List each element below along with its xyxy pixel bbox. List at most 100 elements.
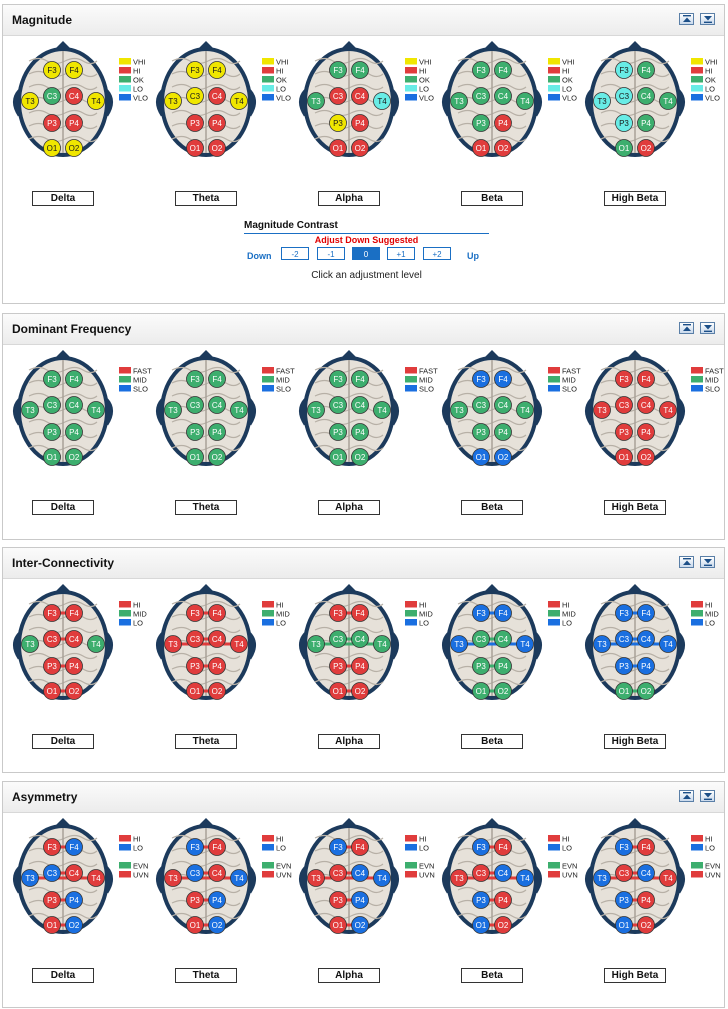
- electrode-t4[interactable]: T4: [230, 869, 248, 887]
- electrode-f3[interactable]: F3: [615, 604, 633, 622]
- electrode-p3[interactable]: P3: [186, 891, 204, 909]
- electrode-o2[interactable]: O2: [65, 682, 83, 700]
- electrode-f4[interactable]: F4: [637, 61, 655, 79]
- electrode-p3[interactable]: P3: [43, 423, 61, 441]
- electrode-f4[interactable]: F4: [637, 838, 655, 856]
- electrode-o1[interactable]: O1: [186, 682, 204, 700]
- electrode-o1[interactable]: O1: [472, 682, 490, 700]
- electrode-p4[interactable]: P4: [208, 891, 226, 909]
- electrode-f4[interactable]: F4: [65, 838, 83, 856]
- electrode-t4[interactable]: T4: [87, 869, 105, 887]
- electrode-t4[interactable]: T4: [516, 869, 534, 887]
- electrode-o2[interactable]: O2: [208, 448, 226, 466]
- electrode-c3[interactable]: C3: [472, 396, 490, 414]
- electrode-f4[interactable]: F4: [208, 370, 226, 388]
- electrode-p4[interactable]: P4: [494, 423, 512, 441]
- electrode-t3[interactable]: T3: [21, 401, 39, 419]
- electrode-o2[interactable]: O2: [494, 916, 512, 934]
- electrode-p4[interactable]: P4: [351, 891, 369, 909]
- electrode-o2[interactable]: O2: [637, 682, 655, 700]
- electrode-p3[interactable]: P3: [615, 114, 633, 132]
- electrode-o2[interactable]: O2: [351, 916, 369, 934]
- electrode-t3[interactable]: T3: [307, 869, 325, 887]
- electrode-p3[interactable]: P3: [43, 657, 61, 675]
- electrode-p3[interactable]: P3: [615, 891, 633, 909]
- electrode-c3[interactable]: C3: [43, 630, 61, 648]
- electrode-p4[interactable]: P4: [637, 657, 655, 675]
- collapse-button[interactable]: [679, 556, 694, 568]
- expand-button[interactable]: [700, 790, 715, 802]
- electrode-c3[interactable]: C3: [615, 87, 633, 105]
- electrode-t4[interactable]: T4: [516, 401, 534, 419]
- contrast-level-minus-1[interactable]: -1: [317, 247, 345, 260]
- electrode-p4[interactable]: P4: [351, 114, 369, 132]
- contrast-level-minus-2[interactable]: -2: [281, 247, 309, 260]
- electrode-t3[interactable]: T3: [450, 869, 468, 887]
- electrode-f3[interactable]: F3: [329, 838, 347, 856]
- electrode-c3[interactable]: C3: [329, 630, 347, 648]
- electrode-f3[interactable]: F3: [43, 838, 61, 856]
- electrode-c3[interactable]: C3: [329, 396, 347, 414]
- electrode-o1[interactable]: O1: [329, 139, 347, 157]
- electrode-c4[interactable]: C4: [65, 87, 83, 105]
- electrode-t4[interactable]: T4: [659, 869, 677, 887]
- collapse-button[interactable]: [679, 13, 694, 25]
- electrode-c4[interactable]: C4: [65, 630, 83, 648]
- electrode-f3[interactable]: F3: [615, 61, 633, 79]
- electrode-t4[interactable]: T4: [516, 92, 534, 110]
- electrode-c4[interactable]: C4: [351, 87, 369, 105]
- electrode-f4[interactable]: F4: [351, 61, 369, 79]
- electrode-p3[interactable]: P3: [186, 114, 204, 132]
- electrode-t3[interactable]: T3: [450, 401, 468, 419]
- electrode-f3[interactable]: F3: [329, 370, 347, 388]
- electrode-c4[interactable]: C4: [494, 864, 512, 882]
- electrode-c4[interactable]: C4: [208, 630, 226, 648]
- electrode-t4[interactable]: T4: [373, 869, 391, 887]
- electrode-p4[interactable]: P4: [65, 891, 83, 909]
- contrast-level-0[interactable]: 0: [352, 247, 380, 260]
- electrode-o1[interactable]: O1: [615, 448, 633, 466]
- electrode-o1[interactable]: O1: [43, 448, 61, 466]
- electrode-o1[interactable]: O1: [186, 139, 204, 157]
- electrode-o1[interactable]: O1: [472, 448, 490, 466]
- electrode-o2[interactable]: O2: [65, 916, 83, 934]
- electrode-c3[interactable]: C3: [615, 630, 633, 648]
- electrode-c4[interactable]: C4: [351, 864, 369, 882]
- electrode-o1[interactable]: O1: [43, 916, 61, 934]
- electrode-p4[interactable]: P4: [637, 891, 655, 909]
- electrode-f3[interactable]: F3: [186, 604, 204, 622]
- electrode-p4[interactable]: P4: [208, 114, 226, 132]
- expand-button[interactable]: [700, 556, 715, 568]
- electrode-o2[interactable]: O2: [65, 139, 83, 157]
- electrode-c3[interactable]: C3: [329, 864, 347, 882]
- contrast-level-plus-1[interactable]: +1: [387, 247, 415, 260]
- electrode-f3[interactable]: F3: [472, 61, 490, 79]
- electrode-f3[interactable]: F3: [43, 61, 61, 79]
- electrode-p4[interactable]: P4: [494, 891, 512, 909]
- electrode-o2[interactable]: O2: [494, 139, 512, 157]
- electrode-t3[interactable]: T3: [164, 869, 182, 887]
- electrode-f4[interactable]: F4: [494, 61, 512, 79]
- electrode-o2[interactable]: O2: [351, 448, 369, 466]
- electrode-p3[interactable]: P3: [329, 891, 347, 909]
- electrode-o2[interactable]: O2: [208, 139, 226, 157]
- electrode-c3[interactable]: C3: [43, 864, 61, 882]
- electrode-f3[interactable]: F3: [186, 838, 204, 856]
- electrode-p3[interactable]: P3: [329, 114, 347, 132]
- electrode-c4[interactable]: C4: [494, 87, 512, 105]
- electrode-c3[interactable]: C3: [43, 87, 61, 105]
- electrode-f4[interactable]: F4: [65, 370, 83, 388]
- electrode-c3[interactable]: C3: [186, 396, 204, 414]
- electrode-c4[interactable]: C4: [494, 396, 512, 414]
- electrode-t4[interactable]: T4: [87, 401, 105, 419]
- electrode-p3[interactable]: P3: [472, 891, 490, 909]
- electrode-c3[interactable]: C3: [472, 864, 490, 882]
- electrode-o2[interactable]: O2: [494, 682, 512, 700]
- electrode-o1[interactable]: O1: [472, 916, 490, 934]
- electrode-p4[interactable]: P4: [208, 423, 226, 441]
- electrode-f3[interactable]: F3: [615, 370, 633, 388]
- electrode-f3[interactable]: F3: [472, 838, 490, 856]
- electrode-p4[interactable]: P4: [637, 114, 655, 132]
- electrode-t3[interactable]: T3: [307, 635, 325, 653]
- electrode-t3[interactable]: T3: [593, 92, 611, 110]
